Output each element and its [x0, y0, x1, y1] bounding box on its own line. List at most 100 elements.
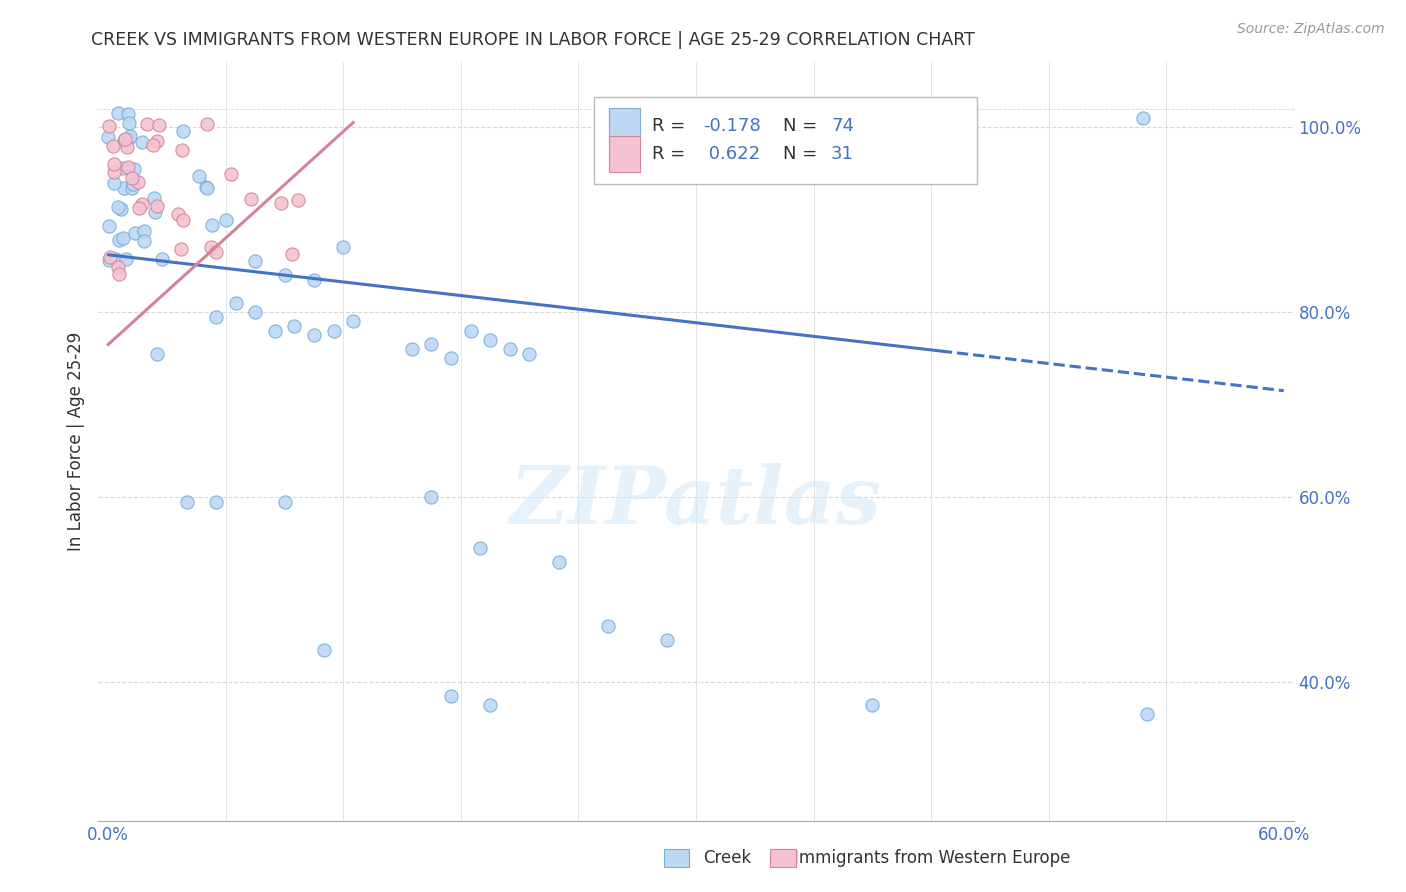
Point — [121, 180, 143, 194]
Point — [519, 347, 541, 361]
Text: N =: N = — [783, 145, 823, 163]
Point — [205, 244, 228, 259]
Point — [112, 181, 135, 195]
Point — [143, 190, 166, 204]
Point — [142, 138, 165, 153]
Point — [188, 169, 211, 184]
Point — [170, 143, 193, 157]
Point — [1132, 111, 1154, 125]
Point — [655, 633, 678, 648]
FancyBboxPatch shape — [595, 96, 977, 184]
Point — [440, 689, 463, 703]
Text: R =: R = — [652, 117, 690, 135]
Point — [97, 130, 120, 145]
Text: CREEK VS IMMIGRANTS FROM WESTERN EUROPE IN LABOR FORCE | AGE 25-29 CORRELATION C: CREEK VS IMMIGRANTS FROM WESTERN EUROPE … — [91, 31, 976, 49]
Point — [420, 490, 443, 504]
Point — [98, 119, 121, 133]
Point — [270, 195, 292, 210]
Point — [110, 202, 132, 217]
Point — [108, 233, 131, 247]
Point — [167, 207, 190, 221]
Point — [215, 212, 238, 227]
Point — [103, 157, 125, 171]
Text: Source: ZipAtlas.com: Source: ZipAtlas.com — [1237, 22, 1385, 37]
Point — [107, 106, 129, 120]
Text: 74: 74 — [831, 117, 853, 135]
Point — [499, 342, 522, 356]
Y-axis label: In Labor Force | Age 25-29: In Labor Force | Age 25-29 — [66, 332, 84, 551]
Point — [205, 494, 228, 508]
Point — [132, 234, 155, 248]
Point — [172, 124, 194, 138]
Text: Creek: Creek — [703, 849, 751, 867]
Point — [150, 252, 173, 267]
Point — [401, 342, 423, 356]
Point — [120, 129, 142, 144]
Point — [101, 139, 124, 153]
Point — [104, 252, 127, 267]
Point — [131, 196, 153, 211]
Point — [121, 177, 143, 191]
Point — [118, 116, 141, 130]
Point — [195, 179, 218, 194]
Text: -0.178: -0.178 — [703, 117, 761, 135]
Point — [146, 347, 169, 361]
Point — [221, 167, 243, 181]
Point — [479, 698, 502, 712]
Point — [114, 132, 136, 146]
Point — [172, 212, 194, 227]
Point — [107, 267, 129, 281]
Point — [112, 133, 135, 147]
Point — [146, 199, 169, 213]
Point — [302, 273, 325, 287]
Point — [273, 494, 295, 508]
Point — [117, 140, 139, 154]
Point — [111, 161, 134, 175]
Point — [460, 324, 482, 338]
Point — [146, 134, 169, 148]
Point — [132, 224, 155, 238]
Point — [243, 254, 266, 268]
Point — [225, 296, 247, 310]
Point — [107, 200, 129, 214]
Point — [128, 201, 150, 215]
Point — [103, 176, 125, 190]
Point — [240, 193, 263, 207]
Point — [547, 555, 569, 569]
Point — [1135, 707, 1157, 722]
Point — [135, 117, 157, 131]
Point — [148, 119, 170, 133]
Point — [283, 318, 305, 333]
Point — [200, 240, 222, 254]
Point — [107, 260, 129, 274]
Point — [287, 193, 309, 207]
Point — [117, 160, 139, 174]
Point — [342, 314, 364, 328]
Point — [117, 107, 139, 121]
Point — [124, 226, 146, 240]
Point — [263, 324, 285, 338]
Point — [195, 180, 218, 194]
Point — [117, 132, 139, 146]
Point — [205, 310, 228, 324]
Point — [115, 252, 138, 266]
Point — [243, 305, 266, 319]
Point — [302, 328, 325, 343]
Text: Immigrants from Western Europe: Immigrants from Western Europe — [794, 849, 1071, 867]
Text: 31: 31 — [831, 145, 853, 163]
Point — [143, 205, 166, 219]
Point — [281, 247, 304, 261]
Point — [112, 231, 135, 245]
Point — [176, 494, 198, 508]
Text: ZIPatlas: ZIPatlas — [510, 464, 882, 541]
Point — [195, 117, 218, 131]
Text: N =: N = — [783, 117, 823, 135]
Point — [97, 252, 120, 267]
Point — [860, 698, 883, 712]
Point — [470, 541, 492, 555]
Text: R =: R = — [652, 145, 690, 163]
Point — [122, 161, 145, 176]
Point — [131, 135, 153, 149]
Point — [98, 250, 121, 264]
Point — [596, 619, 619, 633]
